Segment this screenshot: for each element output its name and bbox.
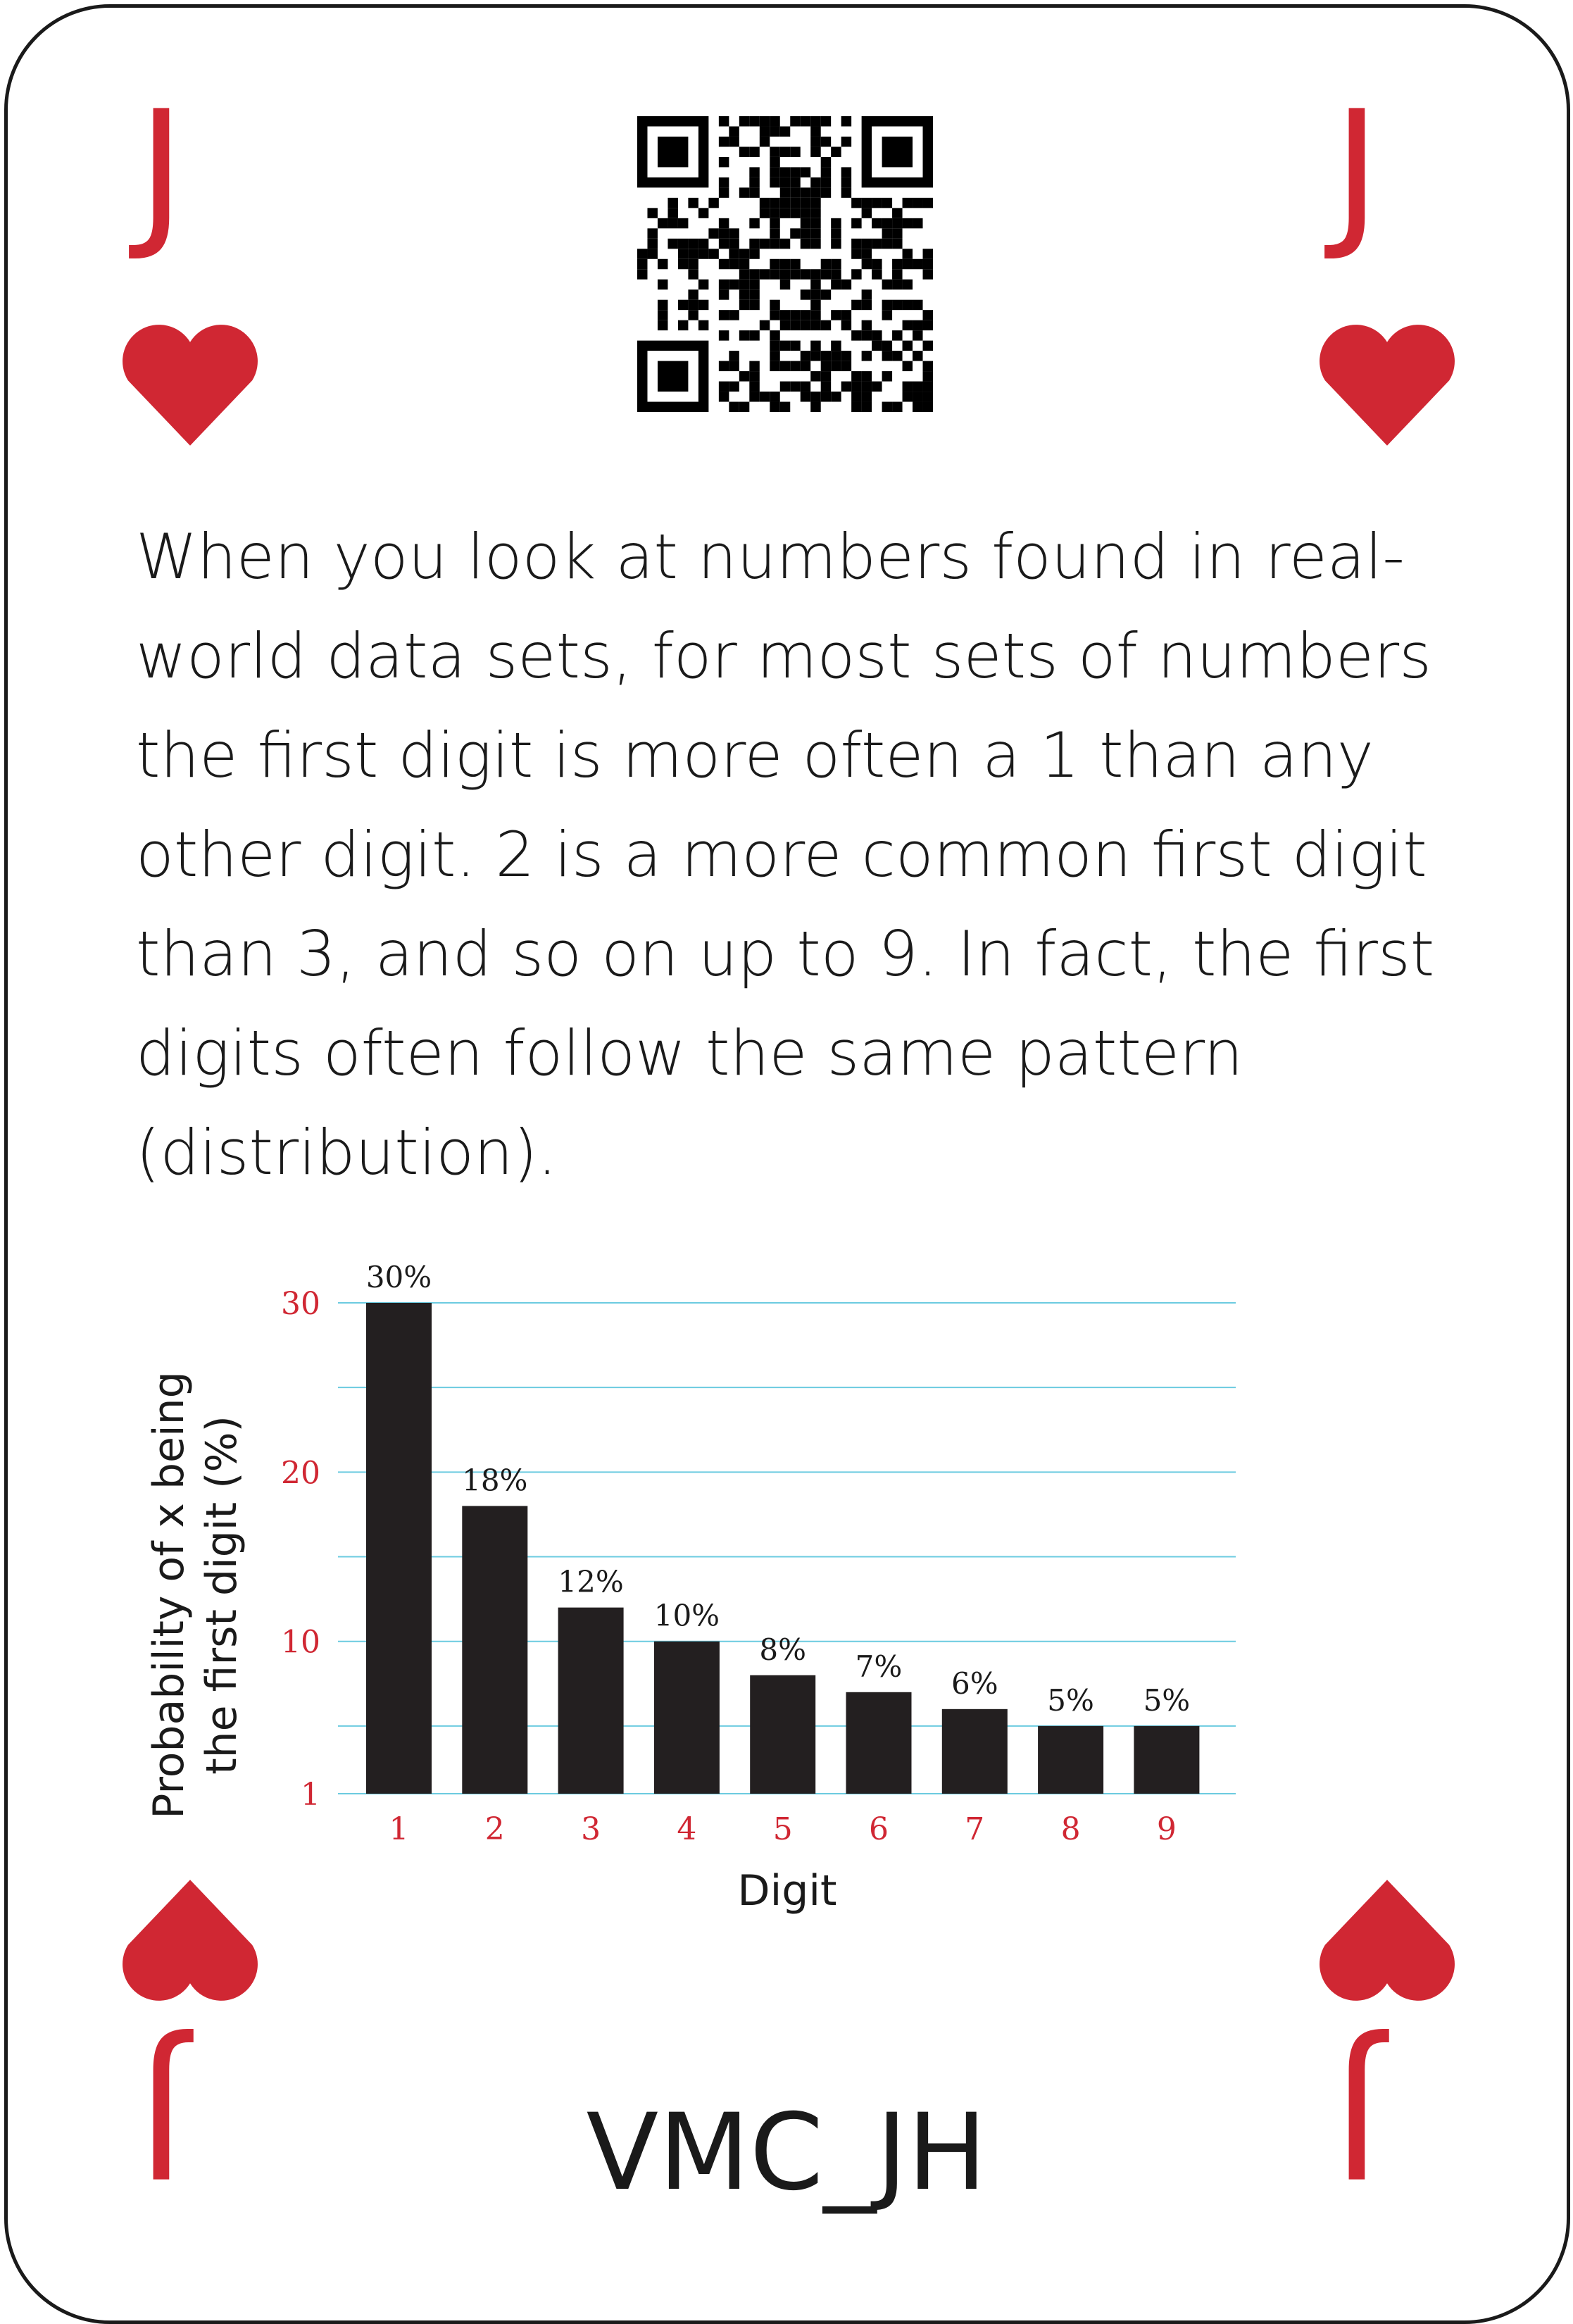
bar-data-label: 12% bbox=[558, 1565, 623, 1599]
bar bbox=[941, 1708, 1008, 1794]
y-tick-label: 1 bbox=[301, 1777, 320, 1813]
heart-icon bbox=[123, 1880, 258, 2001]
bar-data-label: 6% bbox=[951, 1666, 998, 1701]
bar-data-label: 5% bbox=[1047, 1683, 1094, 1718]
rank-top-left: J bbox=[137, 77, 185, 265]
x-tick-label: 9 bbox=[1157, 1811, 1177, 1847]
y-axis-label-line2: the first digit (%) bbox=[197, 1416, 246, 1775]
y-axis-label-line1: Probability of x being bbox=[144, 1371, 194, 1819]
bar bbox=[558, 1607, 624, 1794]
rank-top-right: J bbox=[1333, 77, 1381, 265]
y-tick-label: 10 bbox=[281, 1625, 320, 1661]
heart-icon bbox=[123, 325, 258, 446]
x-tick-label: 7 bbox=[965, 1811, 984, 1847]
x-tick-label: 5 bbox=[773, 1811, 793, 1847]
description-text: When you look at numbers found in real-w… bbox=[136, 520, 1435, 1189]
bar-data-label: 18% bbox=[462, 1463, 527, 1497]
y-tick-label: 30 bbox=[281, 1286, 320, 1322]
bar-data-label: 30% bbox=[366, 1260, 432, 1294]
y-tick-label: 20 bbox=[281, 1455, 320, 1491]
bar bbox=[366, 1303, 432, 1794]
bar-data-label: 7% bbox=[856, 1649, 903, 1684]
rank-bottom-right: J bbox=[1333, 2023, 1381, 2211]
bar bbox=[750, 1675, 816, 1794]
x-axis-label: Digit bbox=[737, 1866, 836, 1916]
bar-data-label: 5% bbox=[1143, 1683, 1191, 1718]
x-tick-label: 8 bbox=[1061, 1811, 1081, 1847]
heart-icon bbox=[1320, 325, 1455, 446]
x-tick-label: 6 bbox=[869, 1811, 889, 1847]
bar-data-label: 8% bbox=[759, 1632, 806, 1667]
benford-bar-chart: 30% 18% 12% 10% 8% 7% 6% 5% 5% 1 10 20 30 1 2 3 4 5 6 7 8 9… bbox=[144, 1260, 1236, 1916]
qr-code-icon[interactable] bbox=[637, 116, 933, 412]
bar-data-label: 10% bbox=[654, 1599, 720, 1633]
bar bbox=[462, 1506, 528, 1794]
bar bbox=[1134, 1725, 1200, 1794]
x-tick-label: 3 bbox=[581, 1811, 601, 1847]
x-tick-label: 4 bbox=[677, 1811, 696, 1847]
bar bbox=[1038, 1725, 1104, 1794]
card-code: VMC_JH bbox=[586, 2092, 987, 2214]
bar bbox=[846, 1692, 912, 1794]
rank-bottom-left: J bbox=[137, 2023, 185, 2211]
x-tick-label: 1 bbox=[389, 1811, 409, 1847]
x-tick-label: 2 bbox=[485, 1811, 505, 1847]
bar bbox=[653, 1641, 720, 1794]
heart-icon bbox=[1320, 1880, 1455, 2001]
